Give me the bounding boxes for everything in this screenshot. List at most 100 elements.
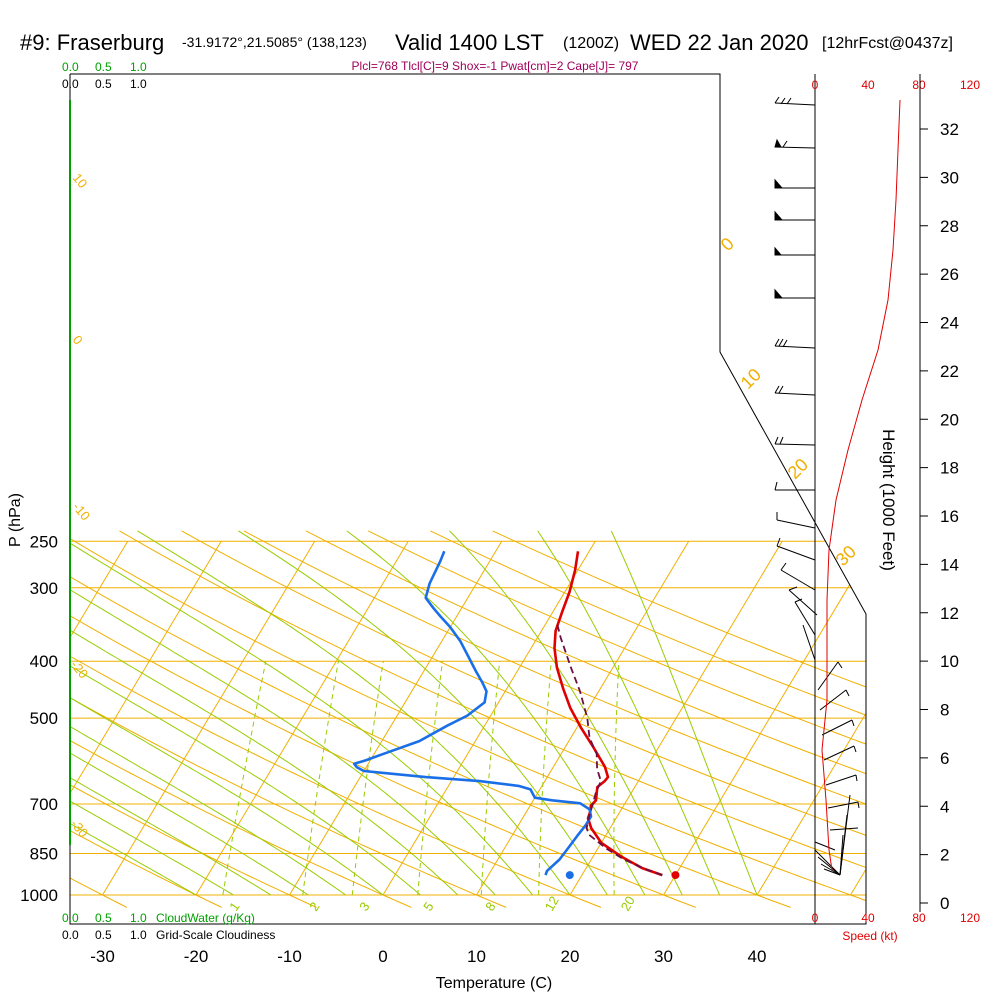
isotherm-line bbox=[663, 541, 866, 896]
moist-adiabat-line bbox=[70, 530, 496, 896]
height-tick: 24 bbox=[940, 314, 959, 333]
mixing-ratio-line bbox=[222, 661, 267, 896]
dry-adiabat-line bbox=[70, 530, 507, 908]
dry-adiabat-line bbox=[119, 530, 866, 908]
plot-frame bbox=[69, 73, 867, 925]
moist-adiabat-line bbox=[70, 530, 421, 896]
height-tick: 16 bbox=[940, 507, 959, 526]
moist-adiabat-line bbox=[537, 530, 721, 896]
pressure-tick: 250 bbox=[30, 532, 58, 551]
cloudiness-top-tick-0: 0.0 bbox=[62, 77, 79, 91]
moist-adiabat-label: 20 bbox=[784, 455, 812, 483]
dry-adiabat-line bbox=[367, 530, 866, 908]
pressure-tick: 850 bbox=[30, 845, 58, 864]
cloudiness-top-tick-2: 1.0 bbox=[130, 77, 147, 91]
sounding-profiles bbox=[352, 550, 663, 877]
moist-adiabat-line bbox=[238, 530, 608, 896]
cloudwater-label: CloudWater (g/Kg) bbox=[156, 911, 255, 925]
moist-adiabat-line bbox=[70, 530, 272, 896]
height-axis-title: Height (1000 Feet) bbox=[879, 429, 898, 571]
moist-adiabat-line bbox=[70, 530, 346, 896]
isotherm-line bbox=[289, 541, 503, 896]
dry-adiabat-line bbox=[70, 530, 223, 908]
pressure-axis-title: P (hPa) bbox=[7, 493, 24, 547]
dry-adiabat-line bbox=[305, 530, 866, 908]
isotherm-line bbox=[102, 541, 316, 896]
dry-adiabat-line bbox=[70, 530, 412, 908]
parcel-profile bbox=[556, 623, 663, 876]
cloudiness-bottom-tick-0: 0.0 bbox=[62, 928, 79, 942]
parcel-parameters: Plcl=768 Tlcl[C]=9 Shox=-1 Pwat[cm]=2 Ca… bbox=[352, 59, 639, 73]
height-tick: 18 bbox=[940, 459, 959, 478]
cloudiness-bottom-tick-1: 0.5 bbox=[95, 928, 112, 942]
moist-adiabat-line bbox=[449, 530, 683, 896]
mixing-ratio-line bbox=[538, 661, 552, 896]
cloudwater-top-tick-0: 0.0 bbox=[62, 60, 79, 74]
height-tick: 4 bbox=[940, 797, 949, 816]
title-zulu: (1200Z) bbox=[563, 35, 619, 52]
height-tick: 2 bbox=[940, 846, 949, 865]
isotherm-line bbox=[756, 541, 866, 896]
temperature-tick: 40 bbox=[748, 947, 767, 966]
height-tick: 32 bbox=[940, 120, 959, 139]
dry-adiabat-line bbox=[0, 531, 32, 908]
title-date: WED 22 Jan 2020 bbox=[630, 30, 809, 55]
moist-adiabat-line bbox=[70, 530, 197, 896]
cloudwater-top-tick-1: 0.5 bbox=[95, 60, 112, 74]
temperature-profile bbox=[553, 551, 663, 877]
dry-adiabat-line bbox=[430, 530, 866, 908]
height-tick: 0 bbox=[940, 894, 949, 913]
isotherm-line bbox=[850, 541, 866, 896]
moist-adiabat-lines bbox=[70, 530, 758, 896]
isotherm-line bbox=[476, 541, 690, 896]
mixing-ratio-label: 3 bbox=[356, 899, 372, 914]
speed-bottom-tick-0: 0 bbox=[812, 911, 819, 925]
cloudiness-top-tick-1: 0.5 bbox=[95, 77, 112, 91]
pressure-tick: 1000 bbox=[20, 886, 58, 905]
moist-adiabat-line bbox=[70, 530, 459, 896]
cloudiness-bottom-tick-2: 1.0 bbox=[130, 928, 147, 942]
dry-adiabat-label: -30 bbox=[68, 816, 92, 840]
surface-temperature-marker bbox=[671, 871, 680, 880]
height-tick: 20 bbox=[940, 410, 959, 429]
height-tick: 30 bbox=[940, 168, 959, 187]
pressure-tick: 400 bbox=[30, 652, 58, 671]
temperature-tick: -30 bbox=[90, 947, 115, 966]
dry-adiabat-line bbox=[70, 530, 696, 908]
dry-adiabat-line bbox=[70, 530, 866, 908]
isotherm-line bbox=[70, 541, 129, 896]
title-valid: Valid 1400 LST bbox=[395, 30, 544, 55]
cloudwater-top-tick-2: 1.0 bbox=[130, 60, 147, 74]
wind-speed-profile bbox=[821, 99, 901, 871]
dry-adiabat-line bbox=[70, 530, 602, 908]
dry-adiabat-line bbox=[70, 530, 317, 908]
title-coords: -31.9172°,21.5085° (138,123) bbox=[182, 34, 367, 50]
speed-top-tick-2: 80 bbox=[912, 78, 926, 92]
speed-bottom-tick-1: 40 bbox=[861, 911, 875, 925]
mixing-ratio-line bbox=[417, 661, 443, 896]
speed-top-tick-3: 120 bbox=[960, 78, 980, 92]
isobar-lines bbox=[70, 540, 866, 896]
temperature-tick: -10 bbox=[277, 947, 302, 966]
cloudwater-bottom-tick-1: 0.5 bbox=[95, 911, 112, 925]
cloudwater-bottom-tick-2: 1.0 bbox=[130, 911, 147, 925]
top-left-scales: 0.0 0.5 1.0 0.0 0.5 1.0 bbox=[62, 60, 147, 91]
surface-dewpoint-marker bbox=[565, 871, 574, 880]
height-tick: 22 bbox=[940, 362, 959, 381]
mixing-ratio-label: 12 bbox=[542, 893, 562, 913]
temperature-tick: 20 bbox=[561, 947, 580, 966]
temperature-tick: -20 bbox=[184, 947, 209, 966]
mixing-ratio-label: 2 bbox=[306, 899, 322, 914]
dry-adiabat-label: 0 bbox=[70, 332, 86, 347]
temperature-axis-title: Temperature (C) bbox=[436, 975, 552, 992]
isotherm-line bbox=[382, 541, 596, 896]
speed-bottom-tick-3: 120 bbox=[960, 911, 980, 925]
moist-adiabat-line bbox=[70, 530, 309, 896]
temperature-tick: 0 bbox=[378, 947, 387, 966]
moist-adiabat-line bbox=[137, 530, 571, 896]
mixing-ratio-label: 5 bbox=[420, 899, 436, 914]
temperature-tick: 30 bbox=[654, 947, 673, 966]
cloudwater-bottom-tick-0: 0.0 bbox=[62, 911, 79, 925]
